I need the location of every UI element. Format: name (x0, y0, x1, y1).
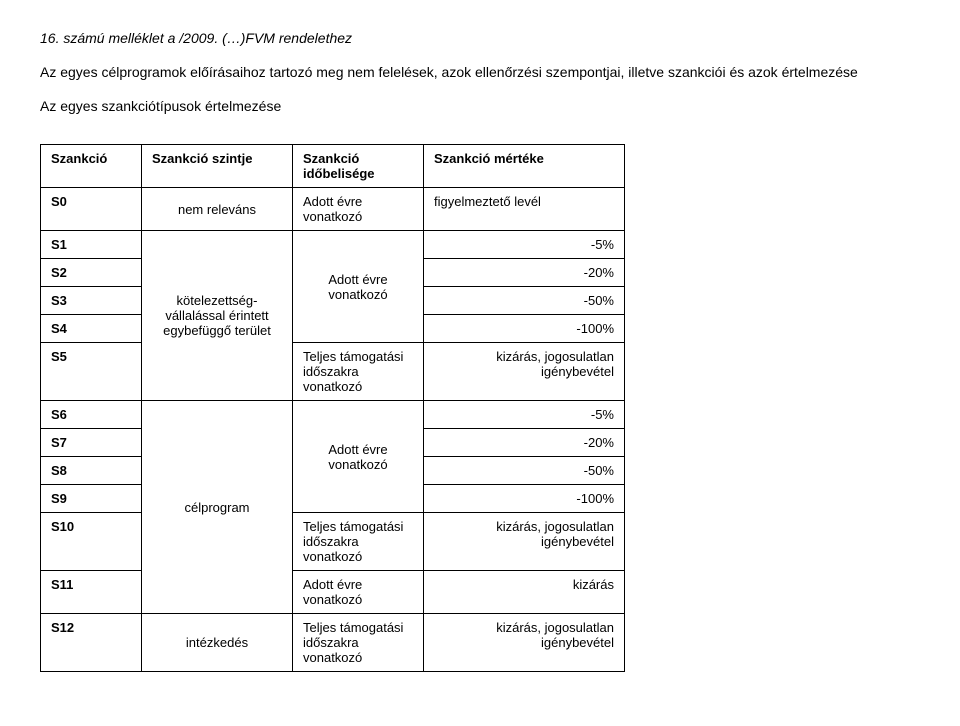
s8-label: S8 (41, 457, 142, 485)
s2-label: S2 (41, 259, 142, 287)
s1-label: S1 (41, 231, 142, 259)
group3-level: intézkedés (142, 614, 293, 672)
s10-label: S10 (41, 513, 142, 571)
group2-period-b: Teljes támogatási időszakra vonatkozó (293, 513, 424, 571)
group2-period-c: Adott évre vonatkozó (293, 571, 424, 614)
group2-period-d: Teljes támogatási időszakra vonatkozó (293, 614, 424, 672)
group1-period-a: Adott évre vonatkozó (293, 231, 424, 343)
s6-measure: -5% (424, 401, 625, 429)
s9-label: S9 (41, 485, 142, 513)
doc-subtitle: Az egyes célprogramok előírásaihoz tarto… (40, 64, 920, 80)
s0-period: Adott évre vonatkozó (293, 188, 424, 231)
header-level: Szankció szintje (142, 145, 293, 188)
s3-measure: -50% (424, 287, 625, 315)
sanctions-table: Szankció Szankció szintje Szankció időbe… (40, 144, 625, 672)
s0-measure: figyelmeztető levél (424, 188, 625, 231)
doc-title: 16. számú melléklet a /2009. (…)FVM rend… (40, 30, 920, 46)
s2-measure: -20% (424, 259, 625, 287)
s9-measure: -100% (424, 485, 625, 513)
s11-measure: kizárás (424, 571, 625, 614)
s5-label: S5 (41, 343, 142, 401)
s10-measure: kizárás, jogosulatlan igénybevétel (424, 513, 625, 571)
s1-measure: -5% (424, 231, 625, 259)
s7-label: S7 (41, 429, 142, 457)
s4-measure: -100% (424, 315, 625, 343)
header-period: Szankció időbelisége (293, 145, 424, 188)
s5-measure: kizárás, jogosulatlan igénybevétel (424, 343, 625, 401)
header-sanction: Szankció (41, 145, 142, 188)
group2-level: célprogram (142, 401, 293, 614)
s0-label: S0 (41, 188, 142, 231)
group2-period-a: Adott évre vonatkozó (293, 401, 424, 513)
header-measure: Szankció mértéke (424, 145, 625, 188)
group1-period-b: Teljes támogatási időszakra vonatkozó (293, 343, 424, 401)
s3-label: S3 (41, 287, 142, 315)
s11-label: S11 (41, 571, 142, 614)
group1-level: kötelezettség-vállalással érintett egybe… (142, 231, 293, 401)
s8-measure: -50% (424, 457, 625, 485)
section-heading: Az egyes szankciótípusok értelmezése (40, 98, 920, 114)
s7-measure: -20% (424, 429, 625, 457)
s0-level: nem releváns (142, 188, 293, 231)
s12-measure: kizárás, jogosulatlan igénybevétel (424, 614, 625, 672)
s12-label: S12 (41, 614, 142, 672)
s4-label: S4 (41, 315, 142, 343)
s6-label: S6 (41, 401, 142, 429)
